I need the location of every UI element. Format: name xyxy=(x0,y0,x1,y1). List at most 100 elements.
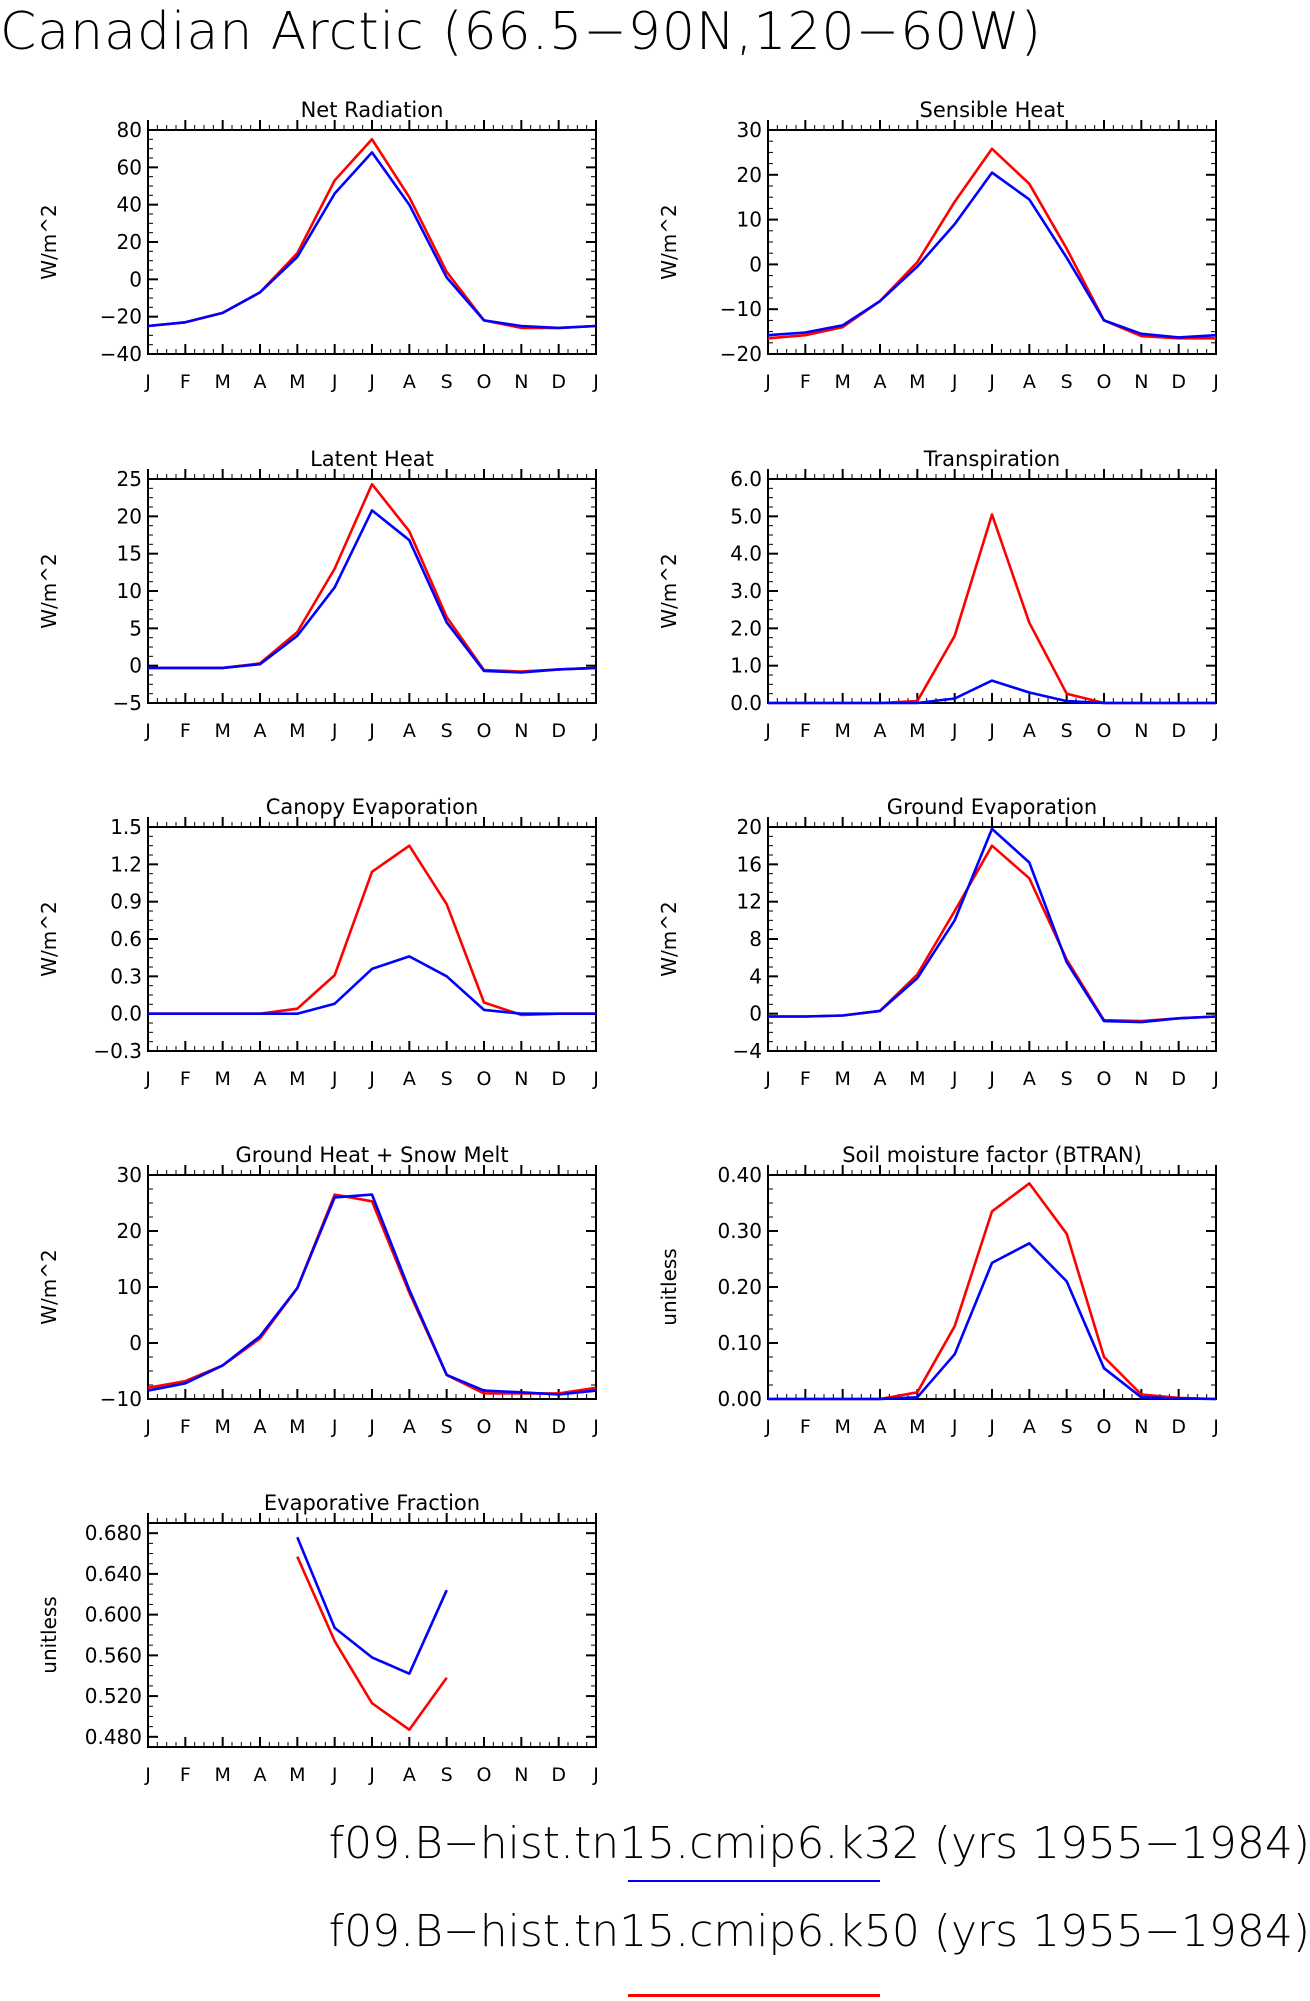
y-tick-label: 1.5 xyxy=(110,815,142,839)
y-tick-label: −20 xyxy=(100,305,142,329)
y-tick-label: −20 xyxy=(720,342,762,366)
panel-title: Net Radiation xyxy=(301,98,444,122)
x-tick-label: J xyxy=(951,720,958,742)
x-tick-label: S xyxy=(441,1068,453,1090)
x-tick-label: O xyxy=(477,1068,492,1090)
plot-frame xyxy=(147,129,597,355)
x-tick-label: N xyxy=(1134,1068,1148,1090)
x-tick-label: J xyxy=(144,371,151,393)
y-tick-label: 10 xyxy=(737,208,762,232)
panel-title: Soil moisture factor (BTRAN) xyxy=(842,1143,1142,1167)
panel-title: Canopy Evaporation xyxy=(266,795,479,819)
x-tick-label: D xyxy=(1171,1068,1186,1090)
y-axis-label: W/m^2 xyxy=(657,204,681,279)
y-tick-label: 1.0 xyxy=(730,654,762,678)
x-tick-label: O xyxy=(477,371,492,393)
series-line-k32 xyxy=(147,151,597,330)
x-tick-label: J xyxy=(988,1416,995,1438)
x-tick-label: O xyxy=(477,720,492,742)
y-tick-label: 10 xyxy=(117,579,142,603)
x-tick-label: N xyxy=(514,1068,528,1090)
x-tick-label: S xyxy=(441,1764,453,1786)
x-tick-label: D xyxy=(551,371,566,393)
y-tick-label: −10 xyxy=(720,297,762,321)
y-tick-label: 0.560 xyxy=(85,1643,142,1667)
y-tick-label: 0.20 xyxy=(717,1275,762,1299)
x-tick-label: D xyxy=(551,720,566,742)
x-tick-label: J xyxy=(331,720,338,742)
x-tick-label: J xyxy=(368,720,375,742)
x-tick-label: M xyxy=(909,720,925,742)
x-tick-label: M xyxy=(289,1764,305,1786)
y-tick-label: 0.640 xyxy=(85,1562,142,1586)
y-tick-label: 20 xyxy=(117,230,142,254)
x-tick-label: M xyxy=(909,371,925,393)
legend-label-k50: f09.B−hist.tn15.cmip6.k50 (yrs 1955−1984… xyxy=(328,1906,1310,1957)
y-axis-label: W/m^2 xyxy=(37,1249,61,1324)
y-tick-label: 6.0 xyxy=(730,467,762,491)
x-tick-label: M xyxy=(214,1068,230,1090)
series-line-k50 xyxy=(296,1556,448,1731)
series-line-k32 xyxy=(767,171,1217,339)
plot-frame xyxy=(147,1174,597,1400)
y-axis-label: unitless xyxy=(37,1596,61,1673)
y-axis-label: W/m^2 xyxy=(657,553,681,628)
panel-title: Ground Evaporation xyxy=(887,795,1097,819)
x-tick-label: J xyxy=(951,1416,958,1438)
x-tick-label: J xyxy=(592,1416,599,1438)
x-tick-label: A xyxy=(874,371,887,393)
x-tick-label: O xyxy=(1097,1416,1112,1438)
x-tick-label: J xyxy=(592,1068,599,1090)
x-tick-label: F xyxy=(180,720,191,742)
plot-frame xyxy=(767,478,1217,704)
x-tick-label: J xyxy=(764,1416,771,1438)
plot-frame xyxy=(147,826,597,1052)
y-tick-label: 20 xyxy=(737,163,762,187)
x-tick-label: J xyxy=(988,371,995,393)
x-tick-label: M xyxy=(214,1764,230,1786)
panel-title: Ground Heat + Snow Melt xyxy=(235,1143,508,1167)
x-tick-label: O xyxy=(1097,371,1112,393)
x-tick-label: M xyxy=(214,1416,230,1438)
y-tick-label: 15 xyxy=(117,542,142,566)
x-tick-label: F xyxy=(180,371,191,393)
y-axis-label: unitless xyxy=(657,1248,681,1325)
x-tick-label: J xyxy=(764,1068,771,1090)
y-tick-label: 80 xyxy=(117,118,142,142)
y-tick-label: 0.480 xyxy=(85,1725,142,1749)
x-tick-label: J xyxy=(368,371,375,393)
plot-frame xyxy=(767,826,1217,1052)
series-line-k50 xyxy=(147,138,597,330)
y-tick-label: 0 xyxy=(749,252,762,276)
x-tick-label: M xyxy=(289,1068,305,1090)
x-tick-label: S xyxy=(1061,720,1073,742)
x-tick-label: J xyxy=(592,371,599,393)
x-tick-label: J xyxy=(368,1416,375,1438)
y-axis-label: W/m^2 xyxy=(37,901,61,976)
x-tick-label: S xyxy=(1061,1068,1073,1090)
x-tick-label: M xyxy=(909,1416,925,1438)
x-tick-label: J xyxy=(331,1068,338,1090)
x-tick-label: A xyxy=(254,720,267,742)
x-tick-label: J xyxy=(144,1068,151,1090)
x-tick-label: S xyxy=(441,720,453,742)
x-tick-label: J xyxy=(368,1764,375,1786)
x-tick-label: D xyxy=(1171,371,1186,393)
page-title: Canadian Arctic (66.5−90N,120−60W) xyxy=(0,2,1043,62)
x-tick-label: A xyxy=(254,1068,267,1090)
x-tick-label: D xyxy=(551,1068,566,1090)
x-tick-label: J xyxy=(331,1764,338,1786)
x-tick-label: F xyxy=(800,1068,811,1090)
y-tick-label: 1.2 xyxy=(110,852,142,876)
x-tick-label: O xyxy=(477,1416,492,1438)
y-tick-label: 5 xyxy=(129,616,142,640)
series-line-k50 xyxy=(768,1182,1217,1401)
x-tick-label: A xyxy=(403,1764,416,1786)
y-tick-label: 0.520 xyxy=(85,1684,142,1708)
x-tick-label: F xyxy=(800,1416,811,1438)
y-tick-label: 0.30 xyxy=(717,1219,762,1243)
y-tick-label: 0.680 xyxy=(85,1521,142,1545)
